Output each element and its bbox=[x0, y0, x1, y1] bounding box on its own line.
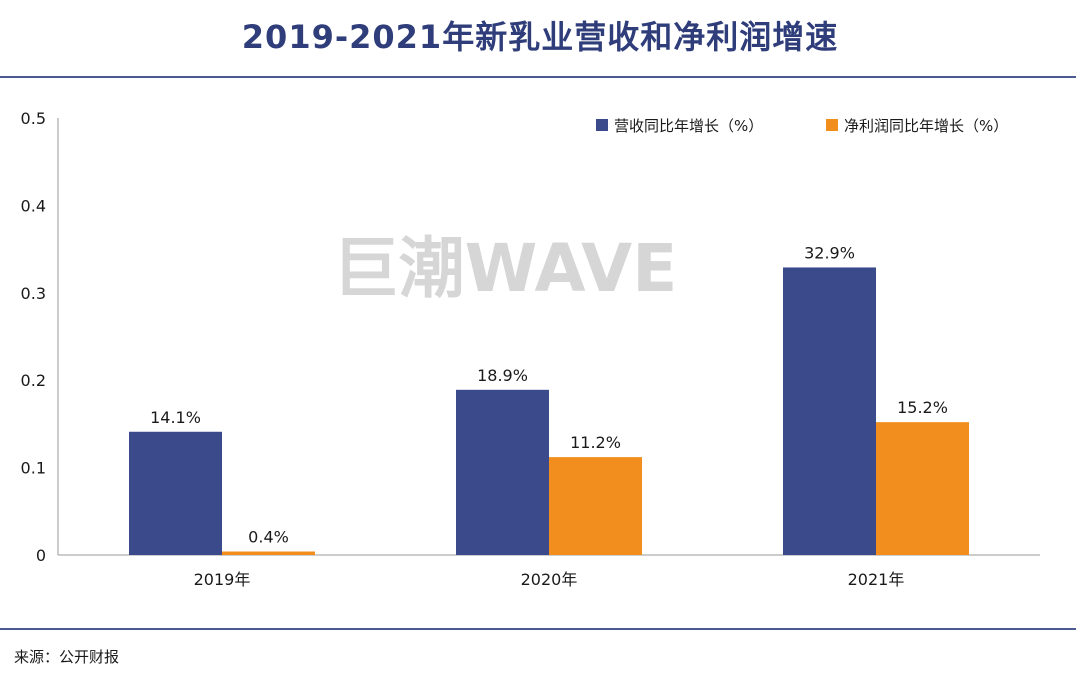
data-label-revenue-2: 32.9% bbox=[804, 243, 855, 262]
bar-revenue-1 bbox=[456, 389, 549, 555]
bar-chart: 巨潮WAVE 0 0.1 0.2 0.3 0.4 0.5 14.1% 18.9% 32.9% 0… bbox=[21, 109, 1040, 589]
legend-label-profit: 净利润同比年增长（%） bbox=[844, 117, 1008, 135]
title-divider bbox=[0, 76, 1076, 78]
x-category-label: 2021年 bbox=[848, 570, 905, 589]
legend: 营收同比年增长（%） 净利润同比年增长（%） bbox=[596, 117, 1008, 135]
data-label-revenue-0: 14.1% bbox=[150, 408, 201, 427]
bar-profit-1 bbox=[549, 457, 642, 555]
y-tick-label: 0 bbox=[36, 546, 46, 565]
y-tick-label: 0.5 bbox=[21, 109, 46, 128]
x-category-label: 2019年 bbox=[194, 570, 251, 589]
source-note: 来源：公开财报 bbox=[14, 648, 120, 666]
bar-profit-0 bbox=[222, 551, 315, 555]
legend-label-revenue: 营收同比年增长（%） bbox=[614, 117, 763, 135]
chart-title: 2019-2021年新乳业营收和净利润增速 bbox=[241, 18, 839, 56]
legend-swatch-revenue bbox=[596, 119, 608, 131]
data-label-revenue-1: 18.9% bbox=[477, 366, 528, 385]
y-tick-label: 0.4 bbox=[21, 196, 46, 215]
legend-swatch-profit bbox=[826, 119, 838, 131]
data-label-profit-2: 15.2% bbox=[897, 398, 948, 417]
bar-profit-2 bbox=[876, 422, 969, 555]
watermark: 巨潮WAVE bbox=[333, 230, 678, 307]
y-tick-label: 0.3 bbox=[21, 284, 46, 303]
bar-revenue-0 bbox=[129, 431, 222, 555]
x-category-label: 2020年 bbox=[521, 570, 578, 589]
y-tick-label: 0.1 bbox=[21, 459, 46, 478]
footer-divider bbox=[0, 628, 1076, 630]
bar-revenue-2 bbox=[783, 267, 876, 555]
data-label-profit-0: 0.4% bbox=[248, 528, 289, 547]
y-tick-label: 0.2 bbox=[21, 371, 46, 390]
data-label-profit-1: 11.2% bbox=[570, 433, 621, 452]
